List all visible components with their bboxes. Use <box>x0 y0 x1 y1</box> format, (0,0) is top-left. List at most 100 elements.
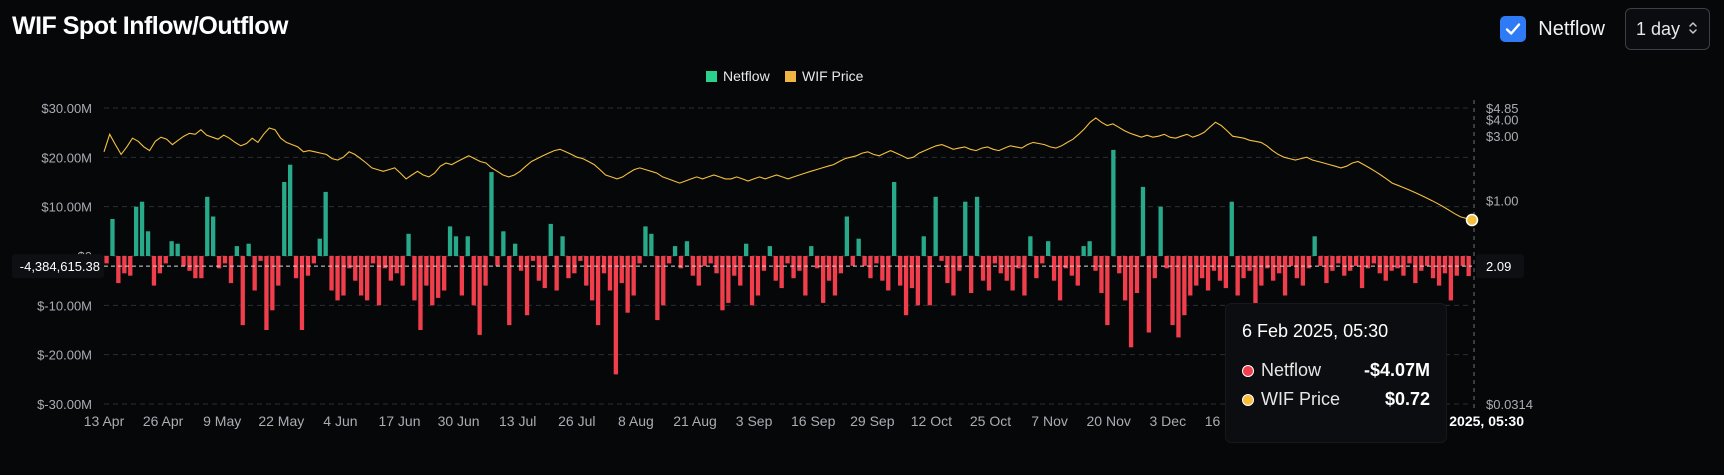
netflow-bar <box>122 256 127 274</box>
legend-price-swatch <box>785 71 796 82</box>
netflow-bar <box>1034 256 1039 279</box>
netflow-bar <box>536 256 542 281</box>
right-tick-label: $0.0314 <box>1486 397 1533 412</box>
netflow-bar <box>809 246 814 256</box>
netflow-bar <box>880 256 885 281</box>
netflow-bar <box>1182 256 1187 316</box>
netflow-bar <box>264 256 269 330</box>
legend-netflow-swatch <box>706 71 717 82</box>
netflow-bar <box>791 256 796 279</box>
netflow-bar <box>542 256 547 289</box>
netflow-bar <box>524 256 530 316</box>
netflow-bar <box>1152 256 1157 279</box>
netflow-bar <box>933 196 938 256</box>
netflow-bar <box>1093 256 1098 271</box>
netflow-bar <box>1164 256 1169 269</box>
netflow-bar <box>187 256 192 271</box>
netflow-bar <box>986 256 992 291</box>
netflow-bar <box>927 256 932 306</box>
netflow-bar <box>726 256 731 303</box>
netflow-bar <box>886 256 891 291</box>
netflow-bar <box>347 256 352 269</box>
netflow-bar <box>222 256 228 264</box>
x-tick-label: 17 Jun <box>378 413 420 429</box>
netflow-bar <box>394 256 399 274</box>
netflow-bar <box>145 231 151 256</box>
netflow-bar <box>1348 256 1353 271</box>
netflow-bar <box>1277 256 1282 274</box>
netflow-bar <box>382 256 388 269</box>
netflow-bar <box>447 226 453 256</box>
x-tick-label: 7 Nov <box>1031 413 1068 429</box>
netflow-bar <box>868 256 873 279</box>
netflow-bar <box>903 256 909 316</box>
netflow-bar <box>270 256 275 311</box>
tooltip-value: $0.72 <box>1384 389 1430 409</box>
x-tick-label: 25 Oct <box>970 413 1011 429</box>
netflow-bar <box>388 256 394 281</box>
netflow-bar <box>459 256 465 296</box>
netflow-bar <box>998 256 1003 274</box>
right-axis: $4.85$4.00 $3.00 $1.00 $0.0314 <box>1486 101 1533 412</box>
legend-price-label: WIF Price <box>802 68 864 84</box>
netflow-bar <box>797 256 802 271</box>
netflow-bar <box>909 256 915 289</box>
netflow-bar <box>1419 256 1424 271</box>
x-tick-label: 22 May <box>258 413 304 429</box>
netflow-bar <box>1229 201 1234 256</box>
netflow-bar <box>430 256 435 306</box>
netflow-bar <box>1188 256 1193 296</box>
netflow-toggle[interactable]: Netflow <box>1500 16 1605 42</box>
netflow-bar <box>169 241 174 256</box>
netflow-bar <box>436 256 441 298</box>
netflow-bar <box>1306 256 1311 269</box>
netflow-bar <box>1436 256 1442 286</box>
interval-select[interactable]: 1 day <box>1625 8 1710 50</box>
netflow-bar <box>128 256 133 276</box>
netflow-bar <box>619 256 624 284</box>
netflow-dot-icon <box>1242 364 1254 377</box>
netflow-bar <box>613 256 619 375</box>
netflow-bar <box>205 196 210 256</box>
netflow-bar <box>1123 256 1128 301</box>
left-tick-label: $10.00M <box>41 200 92 215</box>
netflow-bar <box>258 256 263 261</box>
netflow-bar <box>1330 256 1335 271</box>
netflow-bar <box>311 256 317 264</box>
x-tick-label: 26 Jul <box>558 413 595 429</box>
netflow-bar <box>513 243 518 256</box>
netflow-bars <box>104 149 1471 375</box>
netflow-bar <box>199 256 204 279</box>
netflow-bar <box>317 238 322 256</box>
netflow-bar <box>424 256 429 286</box>
netflow-bar <box>957 256 962 271</box>
netflow-bar <box>1087 241 1092 256</box>
netflow-bar <box>507 256 512 326</box>
x-tick-label: 3 Dec <box>1150 413 1187 429</box>
netflow-bar <box>1466 256 1471 277</box>
netflow-bar <box>1057 256 1063 301</box>
x-tick-label: 29 Sep <box>850 413 895 429</box>
netflow-bar <box>1425 256 1430 266</box>
left-tick-label: $-10.00M <box>37 298 92 313</box>
crosshair: -4,384,615.38 2.09 <box>12 254 1524 279</box>
netflow-bar <box>631 256 636 296</box>
netflow-bar <box>282 182 287 256</box>
checkbox-checked-icon[interactable] <box>1500 16 1527 42</box>
crosshair-left-badge <box>12 254 104 279</box>
crosshair-right-label: 2.09 <box>1486 259 1511 274</box>
netflow-bar <box>1051 256 1057 281</box>
netflow-bar <box>163 256 168 264</box>
chart-legend: Netflow WIF Price <box>706 68 864 84</box>
price-dot-icon <box>1242 393 1254 406</box>
netflow-bar <box>1312 236 1317 256</box>
left-tick-label: $-30.00M <box>37 397 92 412</box>
netflow-bar <box>773 256 778 281</box>
netflow-bar <box>980 256 986 281</box>
netflow-bar <box>293 256 299 279</box>
netflow-bar <box>702 256 707 266</box>
netflow-bar <box>453 236 459 256</box>
netflow-bar <box>1235 256 1240 296</box>
netflow-bar <box>969 256 974 293</box>
netflow-bar <box>1111 149 1116 256</box>
